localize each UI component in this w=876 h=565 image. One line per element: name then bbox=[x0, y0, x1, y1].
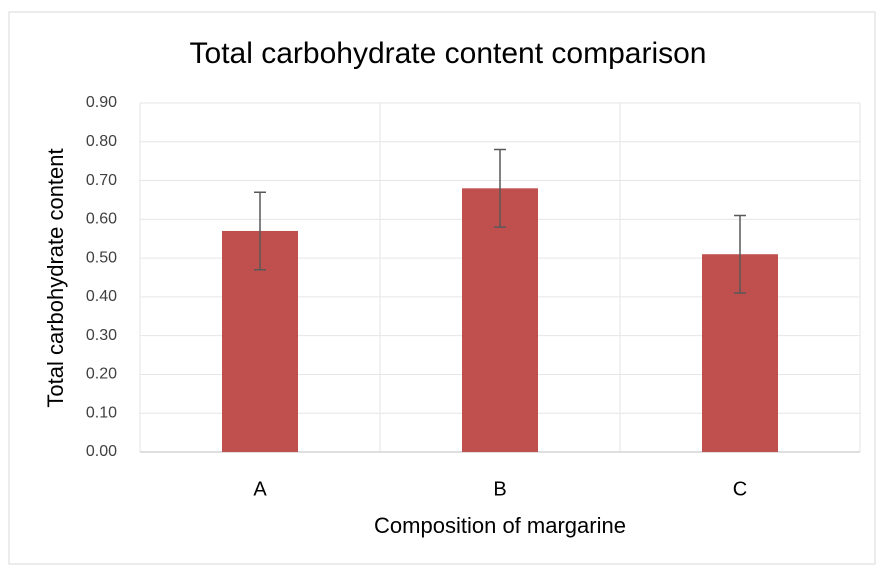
y-tick-label: 0.40 bbox=[86, 288, 117, 305]
y-tick-label: 0.80 bbox=[86, 133, 117, 150]
y-tick-label: 0.00 bbox=[86, 443, 117, 460]
x-axis-label: Composition of margarine bbox=[374, 513, 626, 538]
x-tick-label: B bbox=[493, 478, 506, 500]
chart-title: Total carbohydrate content comparison bbox=[190, 37, 707, 70]
y-tick-label: 0.70 bbox=[86, 172, 117, 189]
y-tick-label: 0.50 bbox=[86, 249, 117, 266]
y-tick-label: 0.20 bbox=[86, 366, 117, 383]
error-bar bbox=[734, 214, 746, 294]
y-tick-label: 0.90 bbox=[86, 94, 117, 111]
y-tick-label: 0.10 bbox=[86, 404, 117, 421]
y-axis-label: Total carbohydrate content bbox=[43, 148, 68, 407]
error-bar bbox=[254, 191, 266, 271]
bar bbox=[462, 188, 538, 453]
x-tick-label: C bbox=[733, 478, 747, 500]
error-bar bbox=[494, 148, 506, 228]
y-tick-label: 0.60 bbox=[86, 211, 117, 228]
y-tick-label: 0.30 bbox=[86, 327, 117, 344]
x-tick-label: A bbox=[253, 478, 267, 500]
